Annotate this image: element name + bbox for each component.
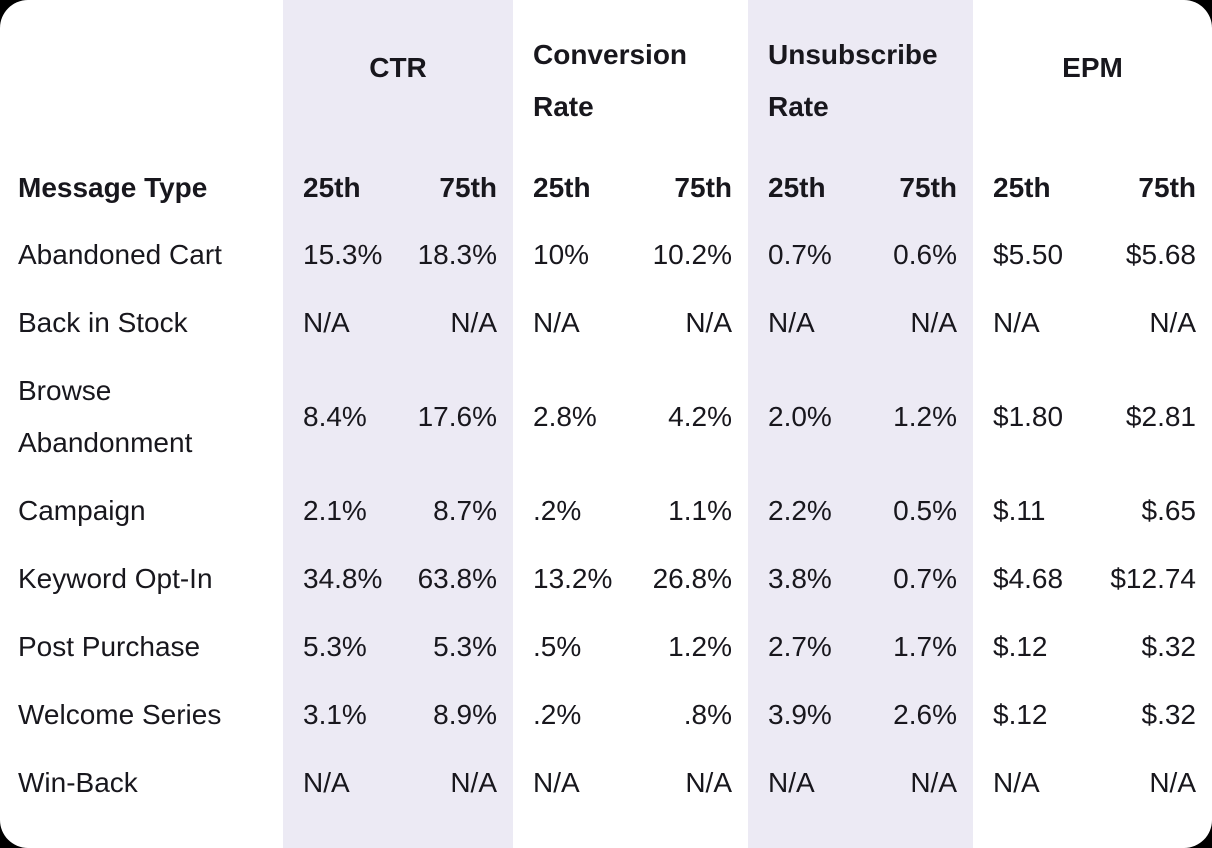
row-label-abandoned-cart: Abandoned Cart (18, 239, 222, 270)
cell-value: 2.7% (768, 631, 832, 662)
cell-value: 2.0% (768, 401, 832, 432)
column-header-unsubscribe-25th: 25th (768, 172, 826, 203)
cell-value: $.32 (1141, 699, 1197, 730)
row-label-keyword-opt-in: Keyword Opt-In (18, 563, 213, 594)
cell-value: 4.2% (668, 401, 732, 432)
cell-value: $2.81 (1125, 401, 1196, 432)
cell-value: N/A (993, 767, 1040, 798)
cell-value: N/A (685, 307, 732, 338)
cell-value: 0.6% (893, 239, 957, 270)
column-header-conversion-75th: 75th (674, 172, 732, 203)
column-header-epm-75th: 75th (1138, 172, 1196, 203)
row-label-browse-abandonment: Browse Abandonment (18, 375, 193, 458)
cell-value: $5.50 (993, 239, 1064, 270)
column-group-conversion-rate: Conversion Rate (533, 38, 688, 122)
cell-value: $.32 (1141, 631, 1197, 662)
cell-value: $.11 (993, 495, 1046, 526)
cell-value: N/A (685, 767, 732, 798)
cell-value: 2.1% (303, 495, 367, 526)
row-label-post-purchase: Post Purchase (18, 631, 201, 662)
cell-value: 0.7% (768, 239, 832, 270)
cell-value: $4.68 (993, 563, 1064, 594)
cell-value: 8.9% (433, 699, 497, 730)
cell-value: N/A (303, 767, 350, 798)
cell-value: $5.68 (1125, 239, 1196, 270)
column-group-ctr: CTR (369, 51, 427, 83)
cell-value: N/A (450, 767, 497, 798)
column-header-conversion-25th: 25th (533, 172, 591, 203)
cell-value: 1.7% (893, 631, 957, 662)
unsubscribe-column-stripe (748, 0, 973, 848)
column-header-ctr-75th: 75th (439, 172, 497, 203)
cell-value: 5.3% (433, 631, 497, 662)
cell-value: N/A (533, 767, 580, 798)
cell-value: N/A (910, 767, 957, 798)
cell-value: 17.6% (417, 401, 497, 432)
cell-value: 26.8% (652, 563, 732, 594)
cell-value: N/A (450, 307, 497, 338)
cell-value: $12.74 (1110, 563, 1196, 594)
cell-value: 1.1% (668, 495, 732, 526)
cell-value: 8.7% (433, 495, 497, 526)
cell-value: 2.8% (533, 401, 597, 432)
cell-value: N/A (993, 307, 1040, 338)
cell-value: $1.80 (993, 401, 1064, 432)
row-label-win-back: Win-Back (18, 767, 138, 798)
cell-value: 1.2% (893, 401, 957, 432)
cell-value: 3.1% (303, 699, 367, 730)
cell-value: N/A (1149, 307, 1196, 338)
cell-value: 5.3% (303, 631, 367, 662)
group-header-spacer (0, 0, 283, 155)
cell-value: 18.3% (417, 239, 497, 270)
cell-value: .2% (533, 699, 582, 730)
cell-value: .2% (533, 495, 582, 526)
cell-value: 13.2% (533, 563, 613, 594)
cell-value: 2.6% (893, 699, 957, 730)
cell-value: 15.3% (303, 239, 383, 270)
cell-value: 3.8% (768, 563, 832, 594)
cell-value: .8% (683, 699, 732, 730)
row-label-welcome-series: Welcome Series (18, 699, 222, 730)
cell-value: 0.5% (893, 495, 957, 526)
cell-value: 10.2% (652, 239, 732, 270)
column-header-unsubscribe-75th: 75th (899, 172, 957, 203)
benchmarks-table: CTR Conversion Rate Unsubscribe Rate EPM… (0, 0, 1197, 799)
cell-value: N/A (1149, 767, 1196, 798)
cell-value: N/A (768, 767, 815, 798)
cell-value: 2.2% (768, 495, 832, 526)
cell-value: $.12 (993, 631, 1048, 662)
column-header-epm-25th: 25th (993, 172, 1051, 203)
cell-value: $.12 (993, 699, 1048, 730)
cell-value: N/A (768, 307, 815, 338)
cell-value: .5% (533, 631, 582, 662)
cell-value: 34.8% (303, 563, 383, 594)
cell-value: N/A (910, 307, 957, 338)
row-label-back-in-stock: Back in Stock (18, 307, 188, 338)
cell-value: 63.8% (417, 563, 497, 594)
cell-value: 0.7% (893, 563, 957, 594)
cell-value: 8.4% (303, 401, 367, 432)
column-group-unsubscribe-rate: Unsubscribe Rate (768, 38, 938, 122)
cell-value: $.65 (1141, 495, 1197, 526)
cell-value: N/A (303, 307, 350, 338)
row-label-campaign: Campaign (18, 495, 146, 526)
column-group-epm: EPM (1062, 51, 1123, 83)
cell-value: 1.2% (668, 631, 732, 662)
cell-value: N/A (533, 307, 580, 338)
cell-value: 10% (533, 239, 590, 270)
column-header-ctr-25th: 25th (303, 172, 361, 203)
cell-value: 3.9% (768, 699, 832, 730)
column-header-message-type: Message Type (18, 172, 208, 203)
ctr-column-stripe (283, 0, 513, 848)
